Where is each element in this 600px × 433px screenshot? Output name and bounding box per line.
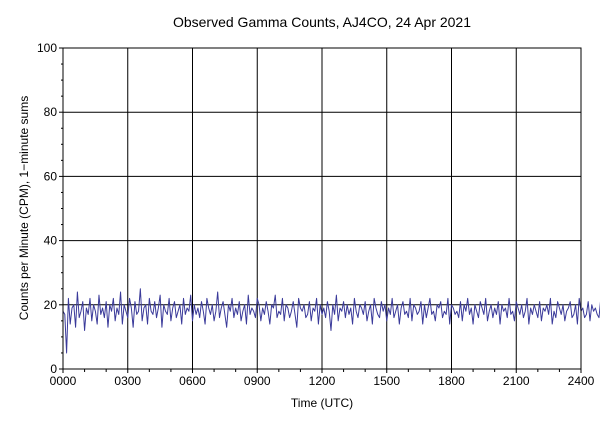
y-tick-label: 40 bbox=[44, 234, 58, 248]
x-tick-label: 2400 bbox=[568, 374, 595, 388]
x-tick-label: 1200 bbox=[309, 374, 336, 388]
y-tick-label: 100 bbox=[37, 41, 57, 55]
y-tick-labels: 0 20 40 60 80 100 bbox=[37, 41, 57, 376]
y-tick-label: 60 bbox=[44, 169, 58, 183]
x-tick-label: 0900 bbox=[244, 374, 271, 388]
series-layer bbox=[62, 288, 600, 354]
x-tick-labels: 0000 0300 0600 0900 1200 1500 1800 2100 2400 bbox=[50, 374, 595, 388]
x-tick-label: 0600 bbox=[179, 374, 206, 388]
chart-title: Observed Gamma Counts, AJ4CO, 24 Apr 202… bbox=[173, 14, 471, 30]
x-axis-label: Time (UTC) bbox=[291, 396, 353, 410]
x-tick-label: 2100 bbox=[503, 374, 530, 388]
x-tick-label: 1500 bbox=[373, 374, 400, 388]
series-line bbox=[62, 288, 600, 354]
y-tick-label: 0 bbox=[50, 362, 57, 376]
y-axis-label: Counts per Minute (CPM), 1−minute sums bbox=[17, 96, 31, 320]
grid bbox=[63, 48, 581, 369]
x-tick-label: 0300 bbox=[114, 374, 141, 388]
y-tick-label: 80 bbox=[44, 105, 58, 119]
x-tick-label: 1800 bbox=[438, 374, 465, 388]
ticks bbox=[59, 47, 582, 373]
y-tick-label: 20 bbox=[44, 298, 58, 312]
x-tick-label: 0000 bbox=[50, 374, 77, 388]
